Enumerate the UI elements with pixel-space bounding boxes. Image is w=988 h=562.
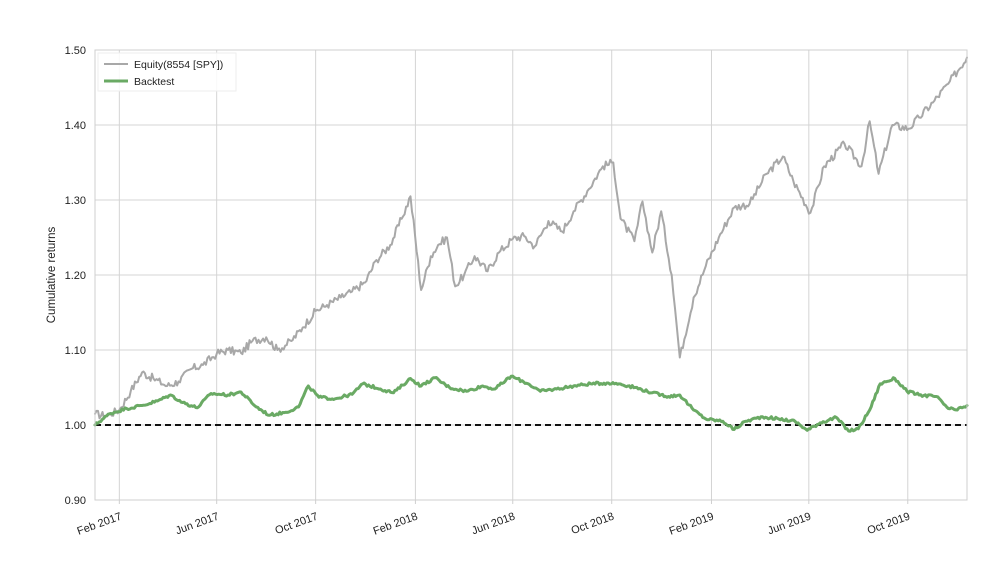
legend-box	[97, 52, 237, 92]
y-tick-label: 1.40	[65, 120, 86, 132]
y-tick-label: 1.50	[65, 45, 86, 57]
y-tick-label: 1.10	[65, 345, 86, 357]
plot-frame	[94, 49, 968, 501]
legend-label: Backtest	[134, 76, 174, 88]
y-tick-label: 1.30	[65, 195, 86, 207]
series-layer	[93, 56, 969, 433]
y-tick-label: 1.00	[65, 420, 86, 432]
series-line-equity	[94, 56, 968, 420]
legend: Equity(8554 [SPY]) Backtest	[97, 52, 237, 92]
y-tick-label: 1.20	[65, 270, 86, 282]
series-line-backtest	[93, 374, 969, 433]
y-axis-title: Cumulative returns	[46, 226, 58, 323]
y-tick-label: 0.90	[65, 495, 86, 507]
legend-label: Equity(8554 [SPY])	[134, 59, 223, 71]
